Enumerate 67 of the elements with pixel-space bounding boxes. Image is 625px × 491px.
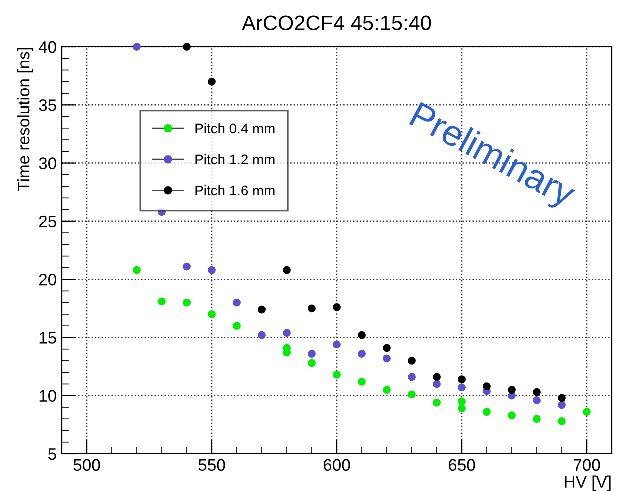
point xyxy=(183,43,191,51)
point xyxy=(408,357,416,365)
legend-label: Pitch 1.6 mm xyxy=(196,185,275,196)
point xyxy=(308,304,316,313)
point xyxy=(508,386,516,394)
legend-label: Pitch 1.2 mm xyxy=(196,154,275,165)
point xyxy=(258,331,266,340)
point xyxy=(483,408,491,416)
point xyxy=(283,329,291,338)
point xyxy=(458,404,466,413)
point xyxy=(208,78,216,86)
point xyxy=(233,298,241,307)
point xyxy=(208,266,216,274)
y-tick-label: 20 xyxy=(39,274,56,286)
point xyxy=(408,390,416,399)
point xyxy=(308,350,316,358)
point xyxy=(483,382,491,391)
legend-label: Pitch 0.4 mm xyxy=(196,123,275,134)
point xyxy=(383,344,391,352)
point xyxy=(533,388,541,396)
point xyxy=(358,331,366,340)
x-axis-title: HV [V] xyxy=(565,476,611,491)
point xyxy=(208,310,216,318)
x-tick-label: 700 xyxy=(574,459,600,472)
y-tick-label: 30 xyxy=(39,158,56,170)
point xyxy=(133,43,141,51)
chart-title: ArCO2CF4 45:15:40 xyxy=(242,16,432,31)
point xyxy=(408,373,416,382)
point xyxy=(333,370,341,379)
point xyxy=(358,378,366,386)
point xyxy=(233,322,241,330)
point xyxy=(558,417,566,426)
point xyxy=(333,304,341,312)
point xyxy=(533,396,541,404)
point xyxy=(458,398,466,406)
x-tick-label: 500 xyxy=(74,459,100,472)
point xyxy=(433,373,441,382)
point xyxy=(433,398,441,407)
point xyxy=(133,266,141,274)
y-tick-label: 40 xyxy=(38,41,56,54)
y-tick-label: 35 xyxy=(39,100,56,112)
point xyxy=(258,306,266,314)
y-axis-title: Time resolution [ns] xyxy=(18,48,34,192)
point xyxy=(183,298,191,307)
point xyxy=(283,266,291,274)
point xyxy=(458,384,466,392)
point xyxy=(583,408,591,416)
point xyxy=(358,350,366,358)
point xyxy=(558,401,566,410)
point xyxy=(308,359,316,368)
point xyxy=(533,415,541,424)
point xyxy=(183,262,191,271)
x-tick-label: 600 xyxy=(324,459,350,472)
y-tick-label: 5 xyxy=(48,448,56,460)
point xyxy=(558,394,566,402)
point xyxy=(333,340,341,349)
point xyxy=(508,412,516,420)
y-tick-label: 15 xyxy=(40,332,56,344)
point xyxy=(158,298,166,306)
y-tick-label: 25 xyxy=(39,216,56,228)
x-tick-label: 550 xyxy=(198,459,226,472)
point xyxy=(383,386,391,394)
point xyxy=(433,380,441,388)
x-tick-label: 650 xyxy=(448,459,476,472)
point xyxy=(383,354,391,363)
y-tick-label: 10 xyxy=(40,390,56,402)
point xyxy=(458,376,466,384)
